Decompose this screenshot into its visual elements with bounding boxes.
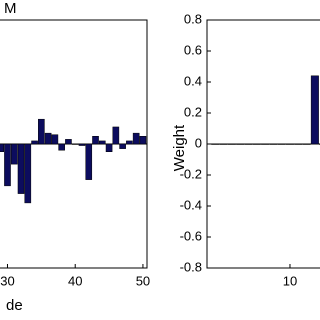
bar (51, 134, 59, 145)
bar (85, 143, 93, 180)
y-tick-label: -0.8 (180, 259, 202, 274)
bar (236, 143, 245, 145)
bar (252, 143, 261, 145)
bar (0, 143, 5, 152)
bar (139, 136, 147, 145)
plot-frame (0, 19, 148, 269)
x-tick-label: 40 (68, 273, 82, 288)
bar (31, 140, 38, 145)
x-tick-label: 10 (283, 273, 297, 288)
bar (65, 139, 72, 145)
bar (78, 143, 86, 146)
chart-title: M (4, 0, 17, 17)
bar (132, 132, 140, 145)
x-axis-label: de (6, 297, 23, 314)
y-tick-label: 0.8 (184, 11, 202, 26)
bar (38, 118, 45, 145)
bar (44, 132, 52, 145)
x-tick-label: 50 (136, 273, 150, 288)
bar (277, 143, 286, 145)
y-tick-label: 0.2 (184, 104, 202, 119)
bar (10, 143, 18, 165)
x-tick-label: 30 (0, 273, 14, 288)
bar (4, 143, 11, 187)
bar (269, 143, 278, 145)
y-tick-label: 0.6 (184, 42, 202, 57)
bar (92, 136, 99, 145)
y-tick-label: -0.4 (180, 197, 202, 212)
y-axis-label: Weight (171, 124, 188, 171)
bar (302, 143, 311, 145)
bar (71, 143, 79, 145)
bar (17, 143, 25, 194)
bar (24, 143, 32, 204)
bar (294, 143, 303, 145)
bar (112, 126, 120, 145)
bar (211, 143, 220, 145)
bar (285, 143, 294, 145)
y-tick-label: 0 (195, 135, 202, 150)
bar (310, 75, 319, 145)
bar (58, 143, 65, 151)
bar (119, 143, 126, 149)
y-tick-label: -0.6 (180, 228, 202, 243)
bar (105, 143, 113, 152)
bar (219, 143, 228, 145)
y-tick-label: 0.4 (184, 73, 202, 88)
bar (244, 143, 253, 145)
bar (227, 143, 236, 145)
bar (99, 140, 106, 145)
bar (261, 143, 270, 145)
y-tick-label: -0.2 (180, 166, 202, 181)
bar (126, 140, 133, 145)
